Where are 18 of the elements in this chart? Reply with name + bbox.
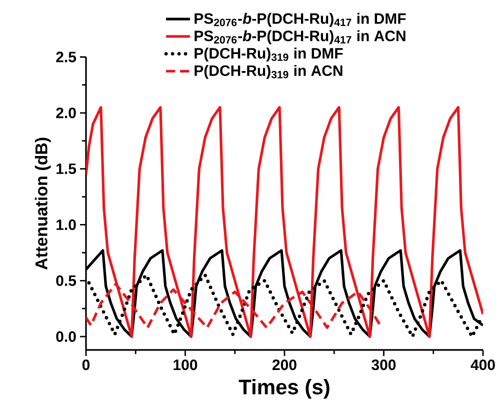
x-tick-label: 0: [82, 360, 90, 370]
x-axis-title: Times (s): [238, 379, 330, 399]
y-tick-label: 2.0: [56, 108, 76, 118]
legend-label: P(DCH-Ru)$_{319}$ in ACN: [194, 64, 342, 79]
y-tick-label: 2.5: [56, 52, 76, 62]
x-tick-label: 400: [470, 360, 495, 370]
y-tick-label: 1.5: [56, 164, 76, 174]
line-series: [86, 106, 483, 338]
x-tick-label: 100: [174, 360, 198, 370]
y-tick-label: 1.0: [56, 219, 76, 230]
x-tick-label: 300: [372, 360, 396, 370]
y-tick-label: 0.5: [56, 275, 76, 286]
x-tick-label: 200: [272, 360, 296, 370]
legend-label: P(DCH-Ru)$_{319}$ in DMF: [194, 48, 343, 62]
legend-label: PS$_{2076}$-b-P(DCH-Ru)$_{417}$ in ACN: [194, 30, 406, 44]
y-axis-title: Attenuation (dB): [34, 138, 51, 270]
y-tick-label: 0.0: [56, 331, 76, 342]
legend-label: PS$_{2076}$-b-P(DCH-Ru)$_{417}$ in DMF: [194, 12, 406, 27]
